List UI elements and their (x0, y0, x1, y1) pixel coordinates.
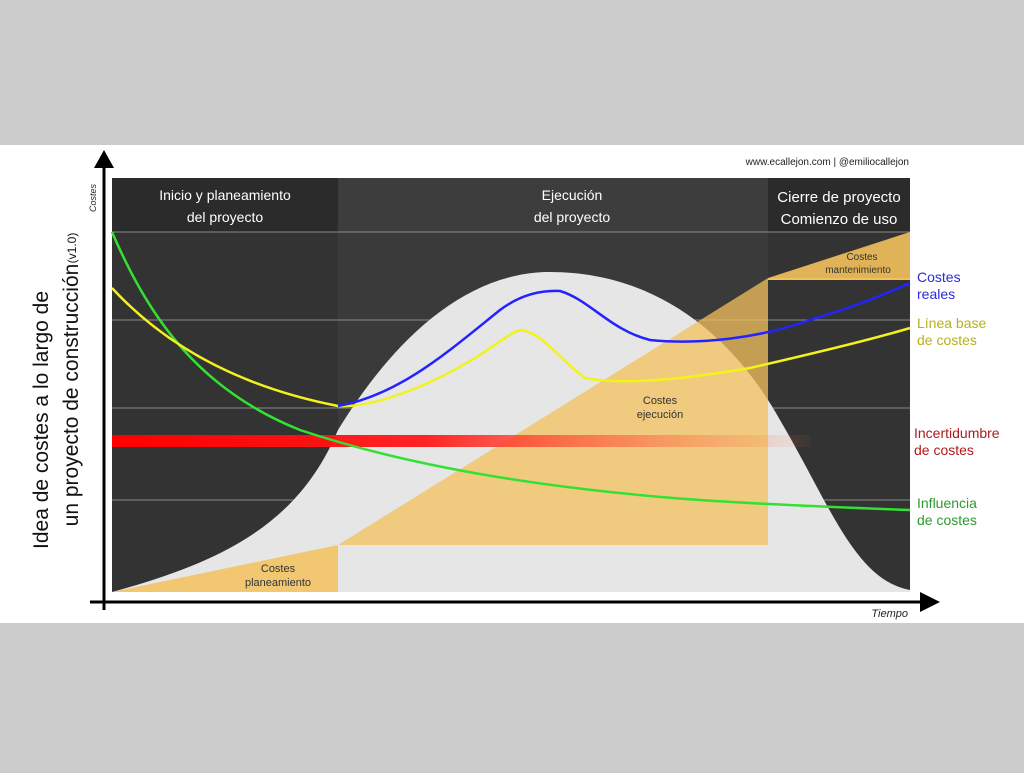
legend-base-line1: Línea base (917, 315, 986, 331)
x-axis-arrow (920, 592, 940, 612)
costes-planeamiento-area (112, 545, 338, 592)
label-ejecucion-line1: Costes (643, 395, 678, 407)
incertidumbre-band (112, 435, 810, 447)
title-line-2: un proyecto de construcción (60, 264, 83, 527)
influencia-curve (110, 231, 911, 512)
phase-inicio-line1: Inicio y planeamiento (159, 187, 291, 203)
legend-influencia-line1: Influencia (917, 495, 977, 511)
title-line-1: Idea de costes a lo largo de (30, 291, 53, 549)
legend-incertidumbre-line2: de costes (914, 442, 974, 458)
phase-header-ejecucion (338, 178, 768, 232)
phase-inicio-line2: del proyecto (187, 209, 263, 225)
phase-ejecucion-line2: del proyecto (534, 209, 610, 225)
phase-header-inicio (112, 178, 338, 232)
phase-cierre-line1: Cierre de proyecto (777, 189, 900, 206)
legend-reales-line1: Costes (917, 269, 961, 285)
mantenimiento-edge (768, 278, 910, 280)
label-mantenimiento-line2: mantenimiento (825, 265, 891, 276)
x-axis-label: Tiempo (871, 608, 908, 620)
label-planeamiento-line1: Costes (261, 563, 296, 575)
title-version: (v1.0) (65, 233, 79, 264)
y-axis-label: Costes (88, 183, 98, 212)
credit-text: www.ecallejon.com | @emiliocallejon (745, 157, 909, 168)
label-planeamiento-line2: planeamiento (245, 577, 311, 589)
legend-reales-line2: reales (917, 286, 955, 302)
costes-ejecucion-area (338, 278, 768, 545)
phase-ejecucion-line1: Ejecución (542, 187, 603, 203)
label-mantenimiento-line1: Costes (846, 252, 877, 263)
linea-base-curve (111, 287, 911, 408)
phase-header-cierre (768, 178, 910, 232)
label-ejecucion-line2: ejecución (637, 409, 683, 421)
costes-reales-curve (337, 281, 911, 408)
costes-mantenimiento-area (768, 232, 910, 278)
legend-incertidumbre-line1: Incertidumbre (914, 425, 1000, 441)
phase-cierre-line2: Comienzo de uso (781, 211, 898, 228)
legend-influencia-line2: de costes (917, 512, 977, 528)
legend-base-line2: de costes (917, 332, 977, 348)
y-axis-arrow (94, 150, 114, 168)
